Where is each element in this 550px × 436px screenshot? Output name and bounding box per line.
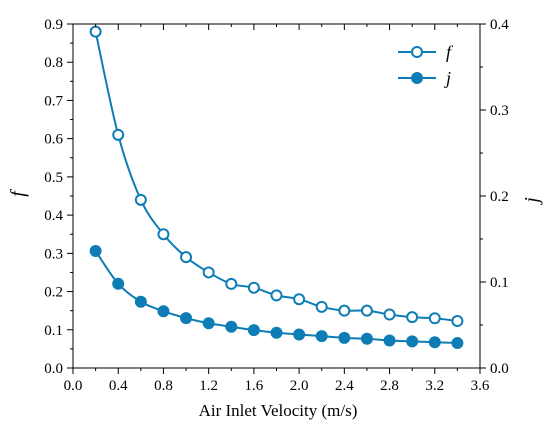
y-left-tick-label: 0.8: [44, 55, 63, 71]
axis-ticks: 0.0 0.4 0.8 1.2 1.6 2.0 2.4 2.8 3.2 3.60.00.10.20…: [44, 17, 509, 394]
data-point-f: [338, 304, 351, 317]
data-point-j: [89, 245, 102, 258]
legend-label-j: j: [444, 68, 451, 88]
x-tick-label: 1.2: [199, 378, 218, 394]
y-right-tick-label: 0.2: [490, 189, 509, 205]
data-point-f: [270, 289, 283, 302]
y-right-tick-label: 0.0: [490, 361, 509, 377]
x-axis-title: Air Inlet Velocity (m/s): [199, 401, 358, 420]
legend-marker-j: [411, 72, 423, 84]
data-point-j: [315, 330, 328, 343]
y-left-tick-label: 0.1: [44, 323, 63, 339]
data-point-f: [157, 228, 170, 241]
x-tick-label: 0.4: [109, 378, 128, 394]
y-right-tick-label: 0.3: [490, 103, 509, 119]
y-axis-title-left: f: [7, 189, 29, 197]
data-point-f: [225, 277, 238, 290]
x-tick-label: 1.6: [245, 378, 264, 394]
data-point-j: [202, 317, 215, 330]
y-left-tick-label: 0.3: [44, 246, 63, 262]
x-tick-label: 2.4: [335, 378, 354, 394]
data-point-f: [247, 281, 260, 294]
data-point-f: [406, 311, 419, 324]
data-point-f: [451, 314, 464, 327]
data-point-j: [406, 335, 419, 348]
plot-area: [89, 25, 464, 350]
y-left-tick-label: 0.9: [44, 17, 63, 33]
x-tick-label: 2.8: [380, 378, 399, 394]
data-point-f: [134, 193, 147, 206]
y-left-tick-label: 0.4: [44, 208, 63, 224]
legend: fj: [398, 42, 454, 88]
data-point-j: [293, 328, 306, 341]
x-tick-label: 3.6: [471, 378, 490, 394]
y-left-tick-label: 0.2: [44, 285, 63, 301]
data-point-j: [360, 332, 373, 345]
y-left-tick-label: 0.0: [44, 361, 63, 377]
y-left-tick-label: 0.5: [44, 170, 63, 186]
data-point-j: [270, 326, 283, 339]
y-axis-title-right: j: [521, 197, 543, 206]
data-point-j: [112, 277, 125, 290]
legend-marker-f: [411, 46, 423, 58]
y-left-tick-label: 0.6: [44, 132, 63, 148]
data-point-j: [428, 336, 441, 349]
data-point-f: [360, 304, 373, 317]
y-right-tick-label: 0.4: [490, 17, 509, 33]
data-point-j: [451, 337, 464, 350]
data-point-f: [180, 251, 193, 264]
data-point-j: [225, 320, 238, 333]
x-tick-label: 2.0: [290, 378, 309, 394]
data-point-j: [134, 295, 147, 308]
data-point-j: [247, 324, 260, 337]
data-point-j: [157, 305, 170, 318]
legend-label-f: f: [446, 42, 454, 62]
data-point-j: [338, 331, 351, 344]
series-line-f: [94, 31, 458, 322]
data-point-f: [383, 308, 396, 321]
data-point-j: [383, 334, 396, 347]
y-left-tick-label: 0.7: [44, 93, 63, 109]
data-point-f: [293, 293, 306, 306]
y-right-tick-label: 0.1: [490, 275, 509, 291]
data-point-f: [89, 25, 102, 38]
x-tick-label: 3.2: [425, 378, 444, 394]
x-tick-label: 0.8: [154, 378, 173, 394]
data-point-j: [180, 312, 193, 325]
data-point-f: [428, 312, 441, 325]
data-point-f: [315, 300, 328, 313]
data-point-f: [202, 266, 215, 279]
x-tick-label: 0.0: [64, 378, 83, 394]
data-point-f: [112, 128, 125, 141]
